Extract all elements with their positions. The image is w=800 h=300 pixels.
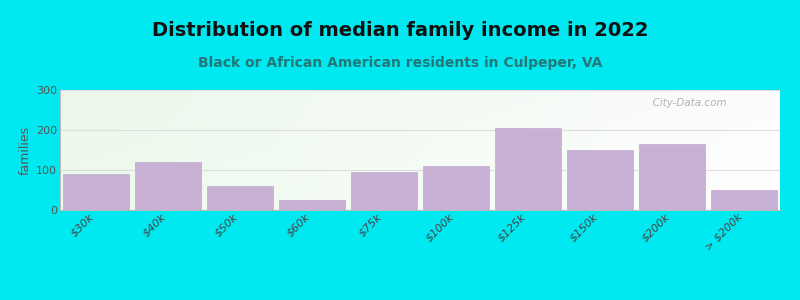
Text: City-Data.com: City-Data.com xyxy=(646,98,726,108)
Bar xyxy=(62,174,130,210)
Bar xyxy=(134,162,202,210)
Text: Distribution of median family income in 2022: Distribution of median family income in … xyxy=(152,20,648,40)
Bar xyxy=(566,150,634,210)
Bar xyxy=(638,144,706,210)
Bar xyxy=(278,200,346,210)
Bar xyxy=(494,128,562,210)
Y-axis label: families: families xyxy=(19,125,32,175)
Bar xyxy=(350,172,418,210)
Text: Black or African American residents in Culpeper, VA: Black or African American residents in C… xyxy=(198,56,602,70)
Bar xyxy=(710,190,778,210)
Bar xyxy=(422,166,490,210)
Bar xyxy=(206,186,274,210)
